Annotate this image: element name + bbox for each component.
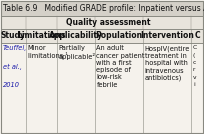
Bar xyxy=(1,29,203,43)
Text: Table 6.9   Modified GRADE profile: Inpatient versus Ambul…: Table 6.9 Modified GRADE profile: Inpati… xyxy=(3,4,204,13)
Text: 2010: 2010 xyxy=(3,82,20,88)
Bar xyxy=(1,16,203,29)
Text: C: C xyxy=(193,45,197,50)
Bar xyxy=(1,1,203,16)
Text: Partially
applicable²: Partially applicable² xyxy=(58,45,95,60)
Text: c: c xyxy=(193,60,196,65)
Text: HospIV(entire
treatment in
hospital with
intravenous
antibiotics): HospIV(entire treatment in hospital with… xyxy=(145,45,190,81)
Text: C: C xyxy=(194,31,200,40)
Text: Limitations: Limitations xyxy=(17,31,65,40)
Bar xyxy=(1,43,203,133)
Text: Population: Population xyxy=(95,31,142,40)
Text: Quality assessment: Quality assessment xyxy=(66,18,151,27)
Text: An adult
cancer patient
with a first
episode of
low-risk
febrile: An adult cancer patient with a first epi… xyxy=(96,45,145,88)
Text: v: v xyxy=(193,75,196,80)
Text: Study: Study xyxy=(1,31,26,40)
Text: r: r xyxy=(193,67,195,72)
Text: i: i xyxy=(193,82,195,87)
Text: Teuffel,: Teuffel, xyxy=(3,45,27,51)
Text: Minor
limitations ¹: Minor limitations ¹ xyxy=(28,45,67,59)
Text: (: ( xyxy=(193,53,195,58)
Text: Applicability: Applicability xyxy=(49,31,103,40)
Text: et al.,: et al., xyxy=(3,64,22,70)
Text: Intervention: Intervention xyxy=(140,31,194,40)
